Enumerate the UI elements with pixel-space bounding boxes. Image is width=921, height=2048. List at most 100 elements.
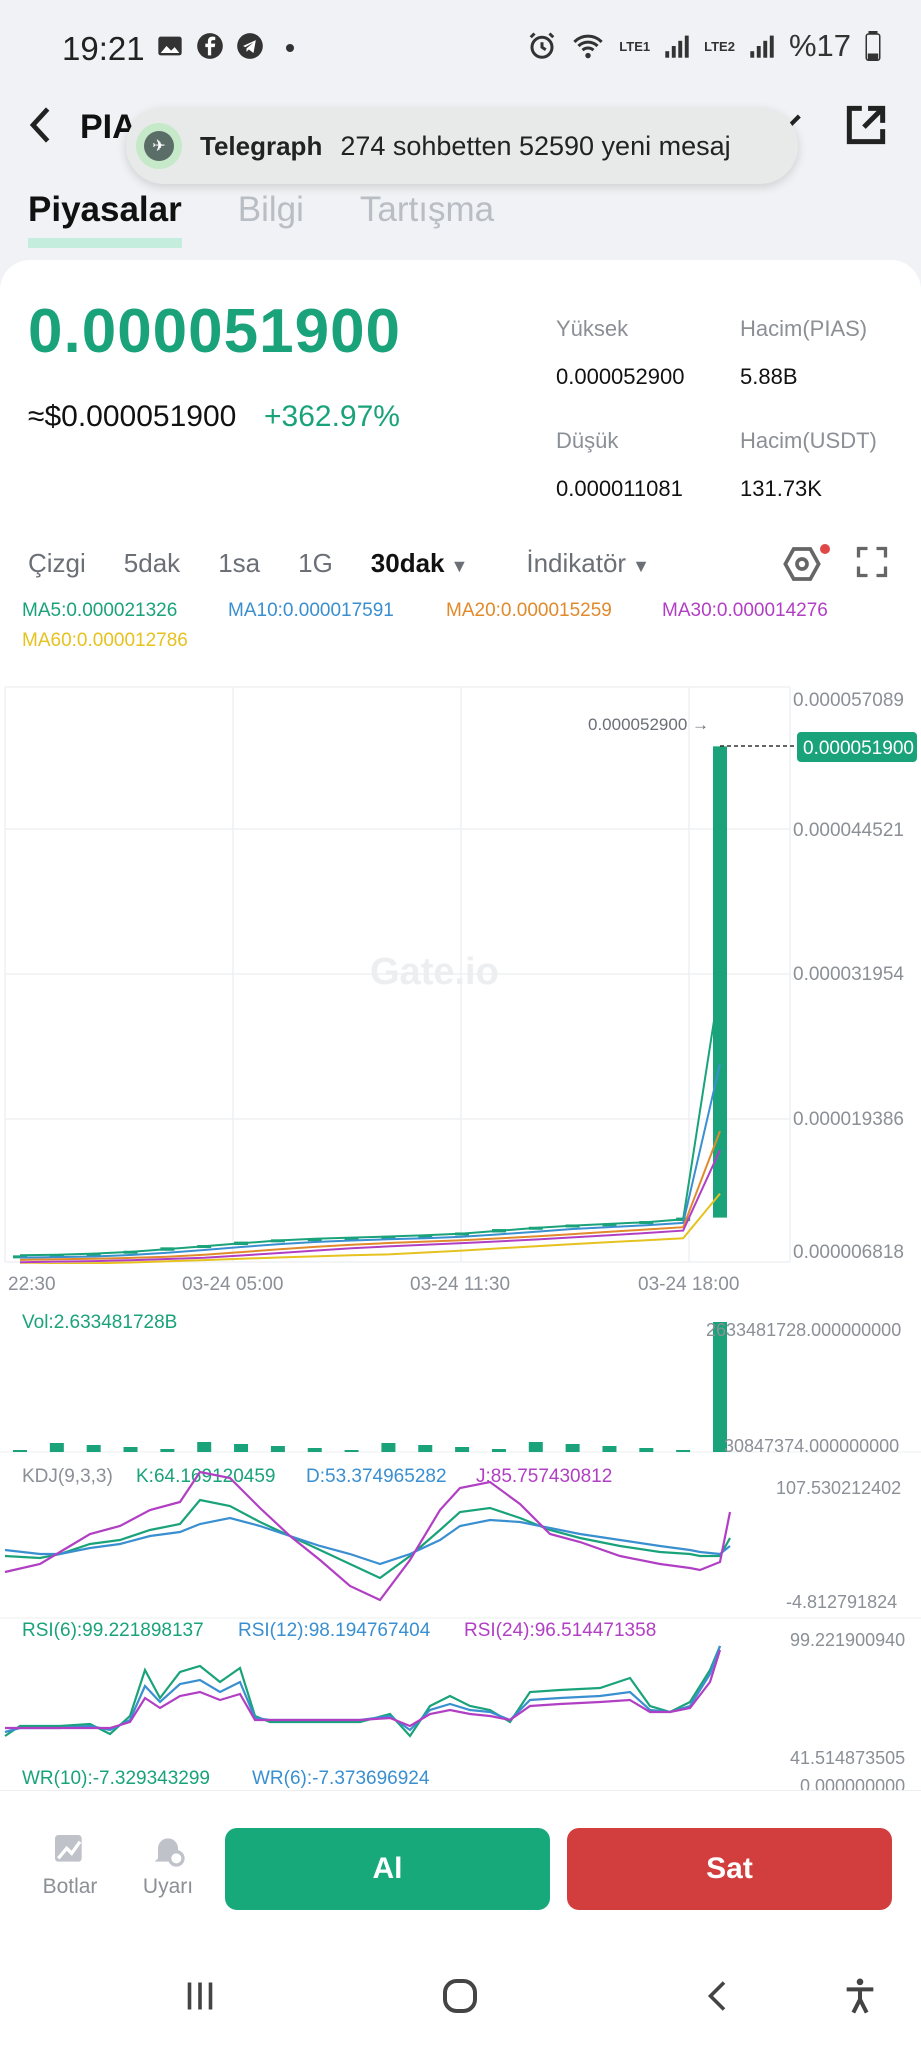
price-chart[interactable]: Gate.io 0.000052900 → 0.000051900 0.0000… bbox=[0, 684, 921, 1264]
y-tick-4: 0.000006818 bbox=[793, 1242, 904, 1263]
ma30-line bbox=[19, 1149, 721, 1264]
back-button[interactable] bbox=[26, 105, 56, 156]
tab-bilgi[interactable]: Bilgi bbox=[237, 190, 304, 229]
low-label: Düşük bbox=[556, 428, 619, 453]
volume-bar bbox=[344, 1450, 359, 1452]
ma5-line bbox=[19, 981, 721, 1257]
ma-lines bbox=[19, 981, 721, 1264]
ma5-label: MA5:0.000021326 bbox=[22, 600, 178, 621]
chart-grid bbox=[4, 686, 791, 1263]
volume-base-value: 5.88B bbox=[740, 364, 798, 389]
volume-bar bbox=[713, 1322, 727, 1452]
tab-1h[interactable]: 1sa bbox=[218, 548, 261, 578]
gallery-icon bbox=[158, 36, 182, 56]
candle bbox=[713, 746, 727, 1218]
current-price-text: 0.000051900 bbox=[803, 738, 914, 759]
ma20-label: MA20:0.000015259 bbox=[446, 600, 612, 621]
volume-label: Vol:2.633481728B bbox=[22, 1312, 178, 1333]
x-tick-2: 03-24 11:30 bbox=[410, 1274, 511, 1295]
tab-5min[interactable]: 5dak bbox=[123, 548, 181, 578]
bots-label: Botlar bbox=[42, 1875, 98, 1898]
wifi-icon bbox=[573, 34, 604, 59]
kdj-k-line bbox=[4, 1498, 731, 1580]
volume-bar bbox=[676, 1450, 691, 1452]
tab-30min[interactable]: 30dak ▼ bbox=[371, 548, 469, 579]
kdj-chart: 107.530212402 -4.812791824 bbox=[0, 1470, 921, 1619]
volume-bar bbox=[13, 1450, 27, 1452]
fullscreen-icon[interactable] bbox=[854, 544, 890, 580]
ma30-label: MA30:0.000014276 bbox=[662, 600, 828, 621]
alerts-button[interactable]: Uyarı bbox=[128, 1830, 208, 1899]
kdj-title: KDJ(9,3,3) bbox=[22, 1466, 113, 1487]
volume-bar bbox=[491, 1449, 506, 1452]
x-tick-3: 03-24 18:00 bbox=[638, 1274, 740, 1295]
tab-piyasalar[interactable]: Piyasalar bbox=[28, 190, 182, 248]
accessibility-icon[interactable] bbox=[840, 1974, 880, 2018]
candles bbox=[13, 746, 727, 1259]
price-change: +362.97% bbox=[264, 400, 400, 433]
wr-6: WR(6):-7.373696924 bbox=[252, 1768, 430, 1789]
volume-bar bbox=[565, 1444, 580, 1452]
ma10-label: MA10:0.000017591 bbox=[228, 600, 394, 621]
notification-dot bbox=[286, 44, 294, 52]
volume-bar bbox=[639, 1448, 654, 1452]
kdj-d-line bbox=[4, 1516, 731, 1566]
caret-down-icon: ▼ bbox=[632, 556, 650, 576]
volume-bar bbox=[307, 1448, 322, 1452]
kdj-j-line bbox=[4, 1470, 732, 1602]
rsi-12: RSI(12):98.194767404 bbox=[238, 1620, 431, 1641]
notification-message: 274 sohbetten 52590 yeni mesaj bbox=[340, 130, 731, 161]
wr-10: WR(10):-7.329343299 bbox=[22, 1768, 210, 1789]
rsi-24: RSI(24):96.514471358 bbox=[464, 1620, 657, 1641]
volume-base-label: Hacim(PIAS) bbox=[740, 316, 868, 341]
kdj-j: J:85.757430812 bbox=[476, 1466, 613, 1487]
gate-watermark: Gate.io bbox=[370, 951, 499, 993]
rsi-24-line bbox=[5, 1649, 722, 1730]
buy-button[interactable]: Al bbox=[225, 1828, 550, 1910]
volume-bar bbox=[418, 1445, 433, 1452]
telegraph-app-icon: ✈ bbox=[136, 123, 182, 169]
signal-2-icon bbox=[750, 35, 774, 58]
tab-line[interactable]: Çizgi bbox=[28, 548, 86, 578]
signal-1-icon bbox=[665, 35, 689, 58]
volume-max: 2633481728.000000000 bbox=[706, 1320, 901, 1340]
high-label: Yüksek bbox=[556, 316, 629, 341]
ma20-line bbox=[19, 1130, 721, 1261]
share-external-icon[interactable] bbox=[841, 100, 891, 150]
last-price: 0.000051900 bbox=[28, 297, 402, 366]
telegram-status-icon bbox=[237, 33, 263, 59]
volume-bar bbox=[234, 1444, 249, 1452]
telegraph-notification[interactable]: ✈ Telegraph 274 sohbetten 52590 yeni mes… bbox=[126, 108, 798, 184]
rsi-min: 41.514873505 bbox=[790, 1748, 905, 1768]
tab-tartisma[interactable]: Tartışma bbox=[359, 190, 495, 229]
chart-settings-icon[interactable] bbox=[782, 544, 822, 584]
home-icon[interactable] bbox=[440, 1976, 480, 2016]
kdj-d: D:53.374965282 bbox=[306, 1466, 447, 1487]
bots-button[interactable]: Botlar bbox=[30, 1830, 110, 1899]
tab-1d[interactable]: 1G bbox=[298, 548, 333, 578]
volume-bar bbox=[49, 1443, 64, 1452]
volume-bar bbox=[270, 1446, 285, 1452]
kdj-k: K:64.169120459 bbox=[136, 1466, 276, 1487]
x-tick-0: 22:30 bbox=[8, 1274, 56, 1295]
tab-30min-label: 30dak bbox=[370, 548, 445, 578]
current-price-tag bbox=[797, 732, 917, 762]
tab-indicator-label: İndikatör bbox=[526, 548, 627, 578]
volume-min: 30847374.000000000 bbox=[724, 1436, 899, 1456]
volume-bar bbox=[455, 1447, 470, 1452]
y-tick-1: 0.000044521 bbox=[793, 820, 904, 841]
facebook-icon bbox=[197, 33, 223, 59]
recent-apps-icon[interactable] bbox=[182, 1978, 218, 2014]
alarm-icon bbox=[529, 32, 555, 59]
volume-quote-value: 131.73K bbox=[740, 476, 822, 501]
tab-indicator[interactable]: İndikatör ▼ bbox=[526, 548, 650, 579]
volume-bar bbox=[86, 1445, 101, 1452]
sell-button[interactable]: Sat bbox=[567, 1828, 892, 1910]
kdj-max: 107.530212402 bbox=[776, 1478, 901, 1498]
ma60-label: MA60:0.000012786 bbox=[22, 630, 188, 651]
nav-back-icon[interactable] bbox=[700, 1976, 736, 2016]
caret-down-icon: ▼ bbox=[450, 556, 469, 576]
system-nav-bar bbox=[0, 1930, 921, 2048]
notification-app-name: Telegraph bbox=[200, 130, 323, 161]
lte2-label: LTE2 bbox=[704, 38, 735, 54]
